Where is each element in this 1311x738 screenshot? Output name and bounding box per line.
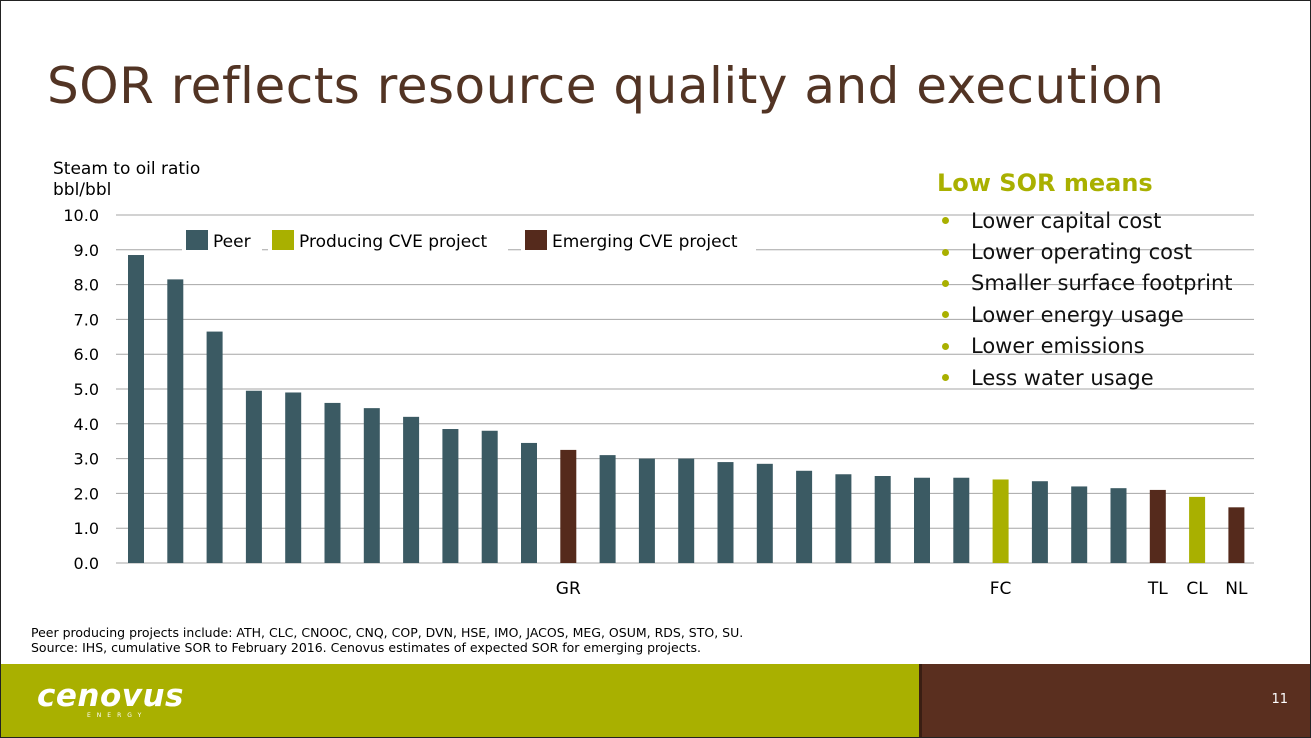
footnote-source: Source: IHS, cumulative SOR to February … <box>31 640 701 655</box>
page-title: SOR reflects resource quality and execut… <box>47 57 1165 115</box>
footnote: Peer producing projects include: ATH, CL… <box>31 625 743 655</box>
logo-subtext: ENERGY <box>87 712 148 719</box>
low-sor-title: Low SOR means <box>937 169 1153 197</box>
list-item-label: Lower operating cost <box>971 240 1193 265</box>
legend-label-emerging: Emerging CVE project <box>552 232 738 252</box>
y-tick-label: 7.0 <box>74 310 99 329</box>
legend-label-producing: Producing CVE project <box>299 232 488 252</box>
x-category-label: NL <box>1225 579 1248 599</box>
bullet-icon <box>942 279 949 287</box>
bar-fc <box>992 479 1009 563</box>
x-category-label: GR <box>556 579 581 599</box>
y-tick-label: 2.0 <box>74 484 99 503</box>
bar-peer <box>599 455 616 563</box>
footer-brown-panel: 11 <box>919 664 1310 737</box>
bar-peer <box>914 477 930 563</box>
bar-peer <box>638 458 655 563</box>
list-item: Lower capital cost <box>937 205 1233 236</box>
bar-peer <box>128 255 144 563</box>
bullet-icon <box>942 248 949 256</box>
bullet-icon <box>942 342 949 350</box>
bar-peer <box>1110 488 1127 563</box>
bar-peer <box>442 429 459 563</box>
list-item-label: Lower capital cost <box>971 208 1162 233</box>
y-axis-title-line2: bbl/bbl <box>53 180 112 200</box>
x-category-label: FC <box>990 579 1012 599</box>
bullet-icon <box>942 217 949 225</box>
bar-peer <box>1071 486 1088 563</box>
low-sor-panel: Low SOR means Lower capital cost Lower o… <box>937 169 1233 393</box>
bar-gr <box>560 449 577 563</box>
bar-peer <box>481 430 498 563</box>
bar-cl <box>1189 496 1206 563</box>
bar-peer <box>717 462 734 563</box>
bar-peer <box>953 477 970 563</box>
y-tick-label: 4.0 <box>74 415 99 434</box>
list-item: Lower emissions <box>937 331 1233 362</box>
bar-peer <box>206 331 223 563</box>
bar-peer <box>756 463 773 563</box>
y-tick-label: 5.0 <box>74 380 99 399</box>
legend-swatch-emerging <box>525 230 547 250</box>
cenovus-logo: cenovus <box>37 678 184 714</box>
list-item: Smaller surface footprint <box>937 268 1233 299</box>
bar-peer <box>835 474 852 563</box>
legend-background <box>521 227 756 255</box>
bullet-icon <box>942 311 949 319</box>
y-tick-label: 8.0 <box>74 276 99 295</box>
legend-background <box>268 227 508 255</box>
bullet-icon <box>942 374 949 382</box>
legend-swatch-producing <box>272 230 294 250</box>
bar-peer <box>403 416 420 563</box>
y-tick-label: 1.0 <box>74 519 99 538</box>
legend-label-peer: Peer <box>213 232 251 252</box>
footer-bar: cenovus ENERGY 11 <box>1 664 1310 737</box>
bar-peer <box>521 442 537 563</box>
bar-peer <box>678 458 695 563</box>
y-tick-label: 0.0 <box>74 554 99 573</box>
list-item: Lower operating cost <box>937 236 1233 267</box>
footnote-peers: Peer producing projects include: ATH, CL… <box>31 625 744 640</box>
list-item-label: Lower emissions <box>971 334 1145 359</box>
bar-peer <box>285 392 302 563</box>
bar-peer <box>167 279 184 563</box>
bar-peer <box>874 476 891 563</box>
list-item-label: Smaller surface footprint <box>971 271 1233 296</box>
bar-peer <box>796 470 813 563</box>
bar-tl <box>1149 489 1166 563</box>
y-tick-label: 9.0 <box>74 241 99 260</box>
bar-peer <box>324 402 341 563</box>
list-item: Less water usage <box>937 362 1233 393</box>
page-number: 11 <box>1271 692 1288 707</box>
bar-peer <box>245 390 262 563</box>
y-tick-label: 6.0 <box>74 345 99 364</box>
x-category-label: CL <box>1186 579 1208 599</box>
legend-swatch-peer <box>186 230 208 250</box>
bar-peer <box>1031 481 1048 563</box>
x-category-label: TL <box>1147 579 1168 599</box>
list-item: Lower energy usage <box>937 299 1233 330</box>
bar-nl <box>1228 507 1245 563</box>
y-axis-title-line1: Steam to oil ratio <box>53 159 201 179</box>
list-item-label: Less water usage <box>971 365 1154 390</box>
y-tick-label: 10.0 <box>63 206 99 225</box>
sor-bar-chart: 10.0 9.0 8.0 7.0 6.0 5.0 4.0 3.0 2.0 1.0 0.0 GR FC TL… <box>63 206 1254 599</box>
bar-peer <box>363 408 380 563</box>
low-sor-list: Lower capital cost Lower operating cost … <box>937 205 1233 393</box>
y-tick-label: 3.0 <box>74 450 99 469</box>
y-axis-title: Steam to oil ratio bbl/bbl <box>53 159 200 201</box>
list-item-label: Lower energy usage <box>971 302 1184 327</box>
